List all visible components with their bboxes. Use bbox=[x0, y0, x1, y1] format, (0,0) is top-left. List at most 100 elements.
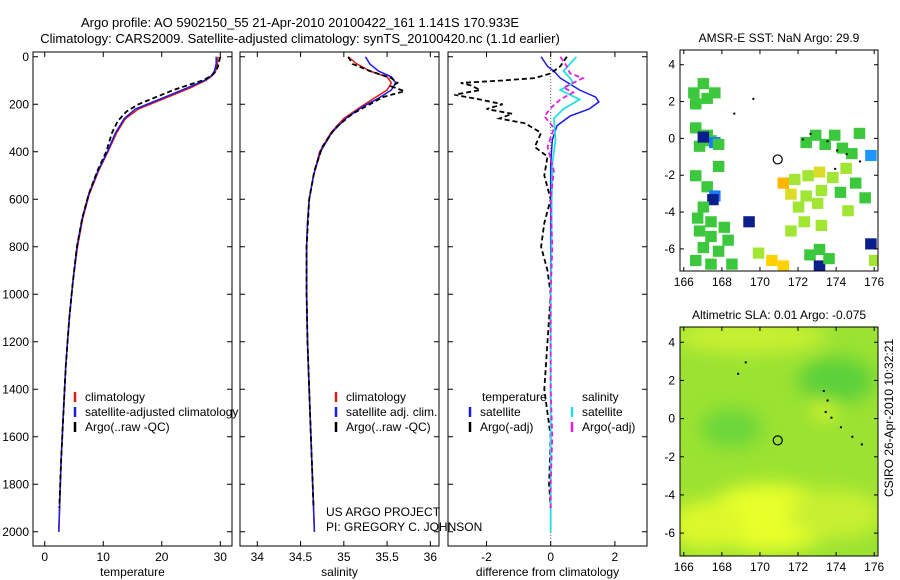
y-tick-label: 0 bbox=[668, 412, 675, 426]
sst-grid-cell bbox=[777, 260, 790, 271]
sla-anomaly-blob bbox=[680, 327, 827, 354]
x-axis-label: salinity bbox=[321, 565, 358, 579]
sst-grid-cell bbox=[701, 92, 713, 104]
footer-project: US ARGO PROJECT bbox=[326, 505, 441, 519]
sst-grid-cell bbox=[798, 216, 811, 228]
y-tick-label: 800 bbox=[9, 240, 29, 254]
altimetric-sla-map-panel: Altimetric SLA: 0.01 Argo: -0.075 166 168 1… bbox=[664, 308, 884, 574]
sst-grid-cell bbox=[718, 221, 731, 233]
sst-grid-cell bbox=[846, 148, 858, 160]
map-title: AMSR-E SST: NaN Argo: 29.9 bbox=[699, 31, 860, 45]
coastline-mark bbox=[737, 372, 740, 375]
sst-grid-cell bbox=[849, 177, 862, 189]
sst-grid-cell bbox=[691, 212, 704, 224]
legend-entry-satellite: satellite bbox=[582, 405, 623, 419]
legend-entry-satellite-adj-clim: satellite adj. clim. bbox=[346, 405, 437, 419]
coastline-mark bbox=[834, 167, 837, 170]
sst-grid-cell bbox=[705, 230, 717, 243]
sst-grid-cell bbox=[707, 194, 719, 206]
legend-entry-argo-raw-qc: Argo(..raw -QC) bbox=[85, 420, 170, 434]
x-tick-label: 36 bbox=[424, 550, 438, 564]
x-tick-label: 34 bbox=[251, 550, 265, 564]
argo-position-marker bbox=[772, 435, 783, 446]
y-tick-label: 4 bbox=[668, 58, 675, 72]
x-tick-label: -2 bbox=[481, 550, 492, 564]
legend-entry-satellite: satellite bbox=[480, 405, 521, 419]
coastline-mark bbox=[860, 443, 863, 446]
sla-anomaly-field bbox=[680, 327, 878, 553]
coastline-mark bbox=[824, 410, 827, 413]
legend-entry-argo-adj: Argo(-adj) bbox=[582, 420, 635, 434]
coastline-mark bbox=[809, 132, 812, 135]
coastline-mark bbox=[851, 435, 854, 438]
sst-grid-cell bbox=[868, 254, 878, 267]
coastline-mark bbox=[822, 389, 825, 392]
figure-title-line-2: Climatology: CARS2009. Satellite-adjuste… bbox=[40, 31, 560, 46]
map-frame bbox=[679, 326, 879, 557]
y-tick-label: 200 bbox=[9, 97, 29, 111]
sst-grid-cell bbox=[709, 87, 721, 99]
series-salinity-satellite-line bbox=[549, 56, 582, 532]
sst-grid-cell bbox=[813, 166, 826, 178]
y-tick-label: 1200 bbox=[2, 335, 29, 349]
y-tick-label: -4 bbox=[664, 488, 675, 502]
legend-entry-argo-raw-qc: Argo(..raw -QC) bbox=[346, 420, 431, 434]
legend-entry-argo-adj: Argo(-adj) bbox=[480, 420, 533, 434]
y-tick-label: 600 bbox=[9, 192, 29, 206]
series-argo-raw-qc-line bbox=[305, 56, 408, 509]
sst-grid-cell bbox=[836, 142, 849, 154]
y-tick-label: 2 bbox=[668, 373, 675, 387]
sst-grid-cell bbox=[752, 247, 765, 259]
series-salinity-argo-adj-line bbox=[543, 56, 586, 508]
x-axis-label: temperature bbox=[100, 565, 165, 579]
sst-grid-cell bbox=[800, 137, 812, 149]
coastline-mark bbox=[839, 426, 842, 429]
sst-grid-cell bbox=[813, 243, 826, 255]
y-tick-label: -6 bbox=[664, 526, 675, 540]
map-content bbox=[680, 327, 878, 556]
y-tick-label: 2000 bbox=[2, 525, 29, 539]
y-tick-label: -4 bbox=[664, 205, 675, 219]
sst-grid-cell bbox=[792, 201, 805, 213]
side-timestamp-stamp: CSIRO 26-Apr-2010 10:32:21 bbox=[882, 339, 896, 497]
x-tick-label: 174 bbox=[826, 560, 846, 574]
sst-grid-cell bbox=[701, 181, 713, 193]
coastline-mark bbox=[744, 361, 747, 364]
footer-pi: PI: GREGORY C. JOHNSON bbox=[326, 520, 482, 534]
sst-grid-cell bbox=[705, 216, 717, 228]
sla-anomaly-blob bbox=[788, 489, 878, 539]
sst-grid-cell bbox=[804, 249, 816, 261]
sst-grid-cell bbox=[859, 192, 871, 204]
temperature-profile-panel: 0 10 20 30 0 200 400 600 800 1000 1200 1400 1600 1800… bbox=[2, 50, 238, 579]
x-axis-label: difference from climatology bbox=[476, 565, 619, 579]
sst-grid-cell bbox=[688, 87, 700, 99]
salinity-profile-panel: 34 34.5 35 35.5 36 salinity climatologysatelli… bbox=[239, 51, 440, 579]
coastline-mark bbox=[826, 140, 829, 143]
sst-grid-cell bbox=[815, 219, 828, 232]
x-tick-label: 168 bbox=[712, 275, 732, 289]
sst-grid-cell bbox=[712, 138, 725, 151]
sst-grid-cell bbox=[834, 186, 847, 198]
sst-grid-cell bbox=[689, 170, 702, 182]
sst-grid-cell bbox=[828, 129, 841, 141]
plot-frame bbox=[32, 51, 233, 547]
coastline-mark bbox=[845, 153, 848, 156]
x-tick-label: 176 bbox=[864, 275, 884, 289]
y-tick-label: -6 bbox=[664, 242, 675, 256]
legend-entry-climatology: climatology bbox=[85, 390, 145, 404]
legend-entry-climatology: climatology bbox=[346, 390, 406, 404]
x-tick-label: 170 bbox=[750, 275, 770, 289]
sst-grid-cell bbox=[809, 129, 822, 141]
x-tick-label: 168 bbox=[712, 560, 732, 574]
y-tick-label: 1800 bbox=[2, 477, 29, 491]
x-tick-label: 0 bbox=[41, 550, 48, 564]
y-tick-label: 400 bbox=[9, 145, 29, 159]
x-tick-label: 170 bbox=[750, 560, 770, 574]
coastline-mark bbox=[733, 112, 736, 115]
x-tick-label: 20 bbox=[155, 550, 169, 564]
legend-entry-satellite-adjusted-climatology: satellite-adjusted climatology bbox=[85, 405, 238, 419]
sla-anomaly-blob bbox=[700, 409, 762, 448]
y-tick-label: 1000 bbox=[2, 287, 29, 301]
x-tick-label: 176 bbox=[864, 560, 884, 574]
